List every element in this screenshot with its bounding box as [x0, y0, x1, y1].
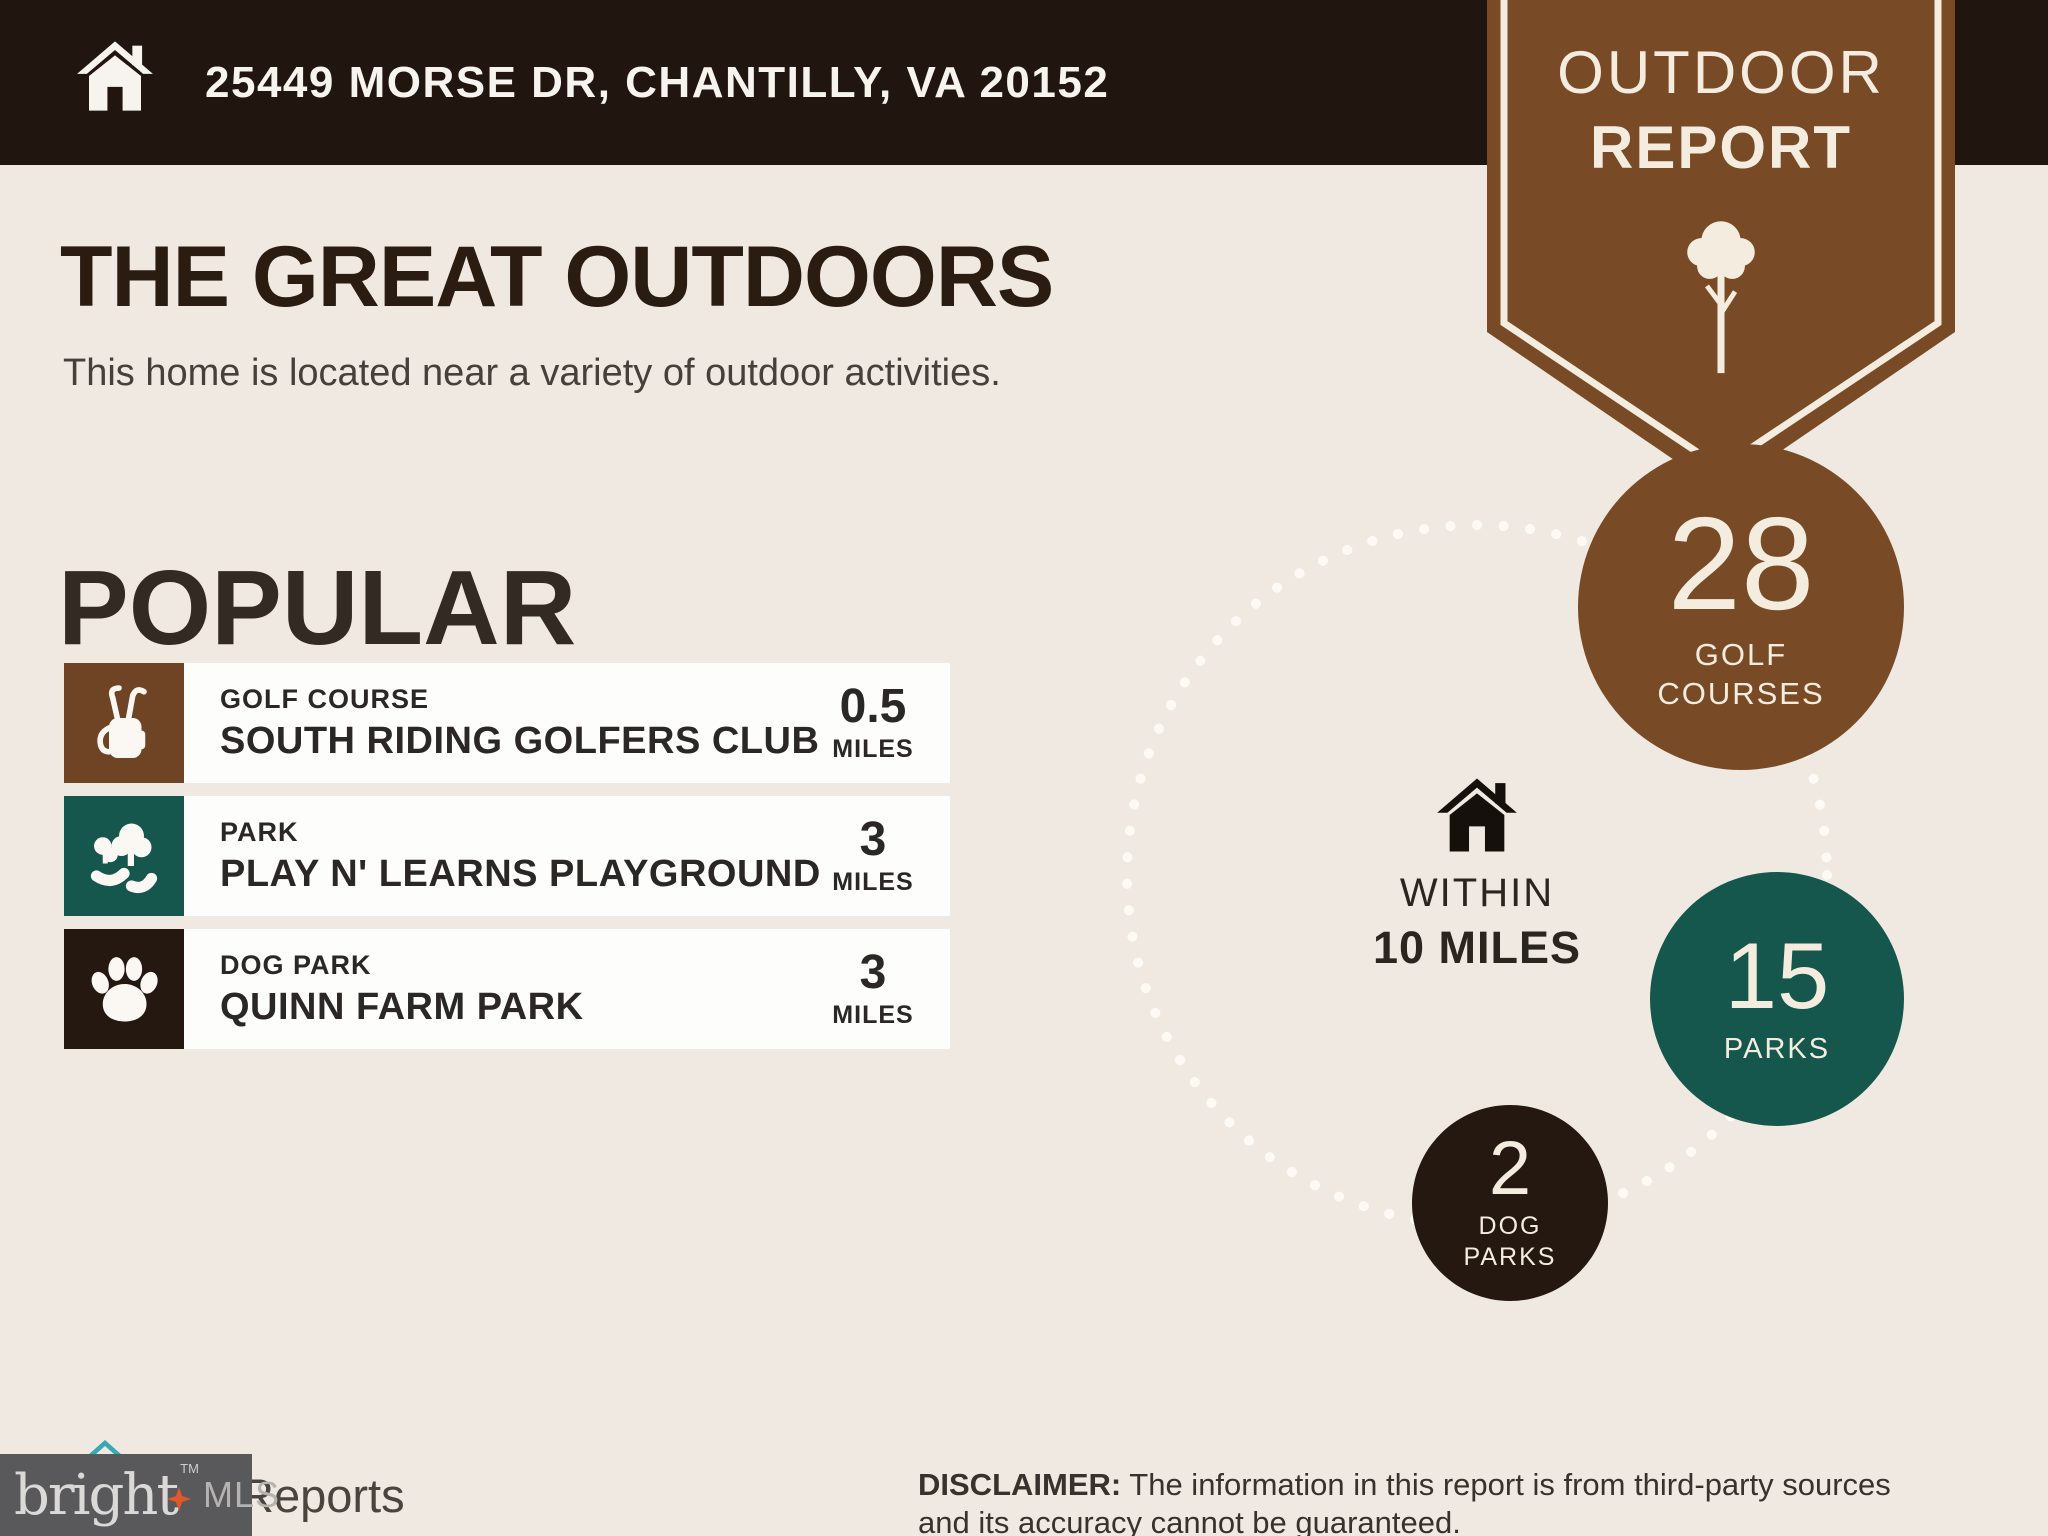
- golf-bag-icon: [97, 685, 147, 758]
- partial-reports-logo-text: Reports: [240, 1469, 405, 1522]
- park-icon-tile: [64, 796, 184, 916]
- home-icon: [77, 41, 153, 111]
- distance-value: 3: [859, 945, 887, 999]
- distance-value: 0.5: [839, 679, 907, 733]
- radius-dotted-ring: [1122, 520, 1832, 1230]
- tree-icon: [1687, 221, 1755, 374]
- bright-mls-logo: bright TM: [14, 1461, 199, 1528]
- item-distance: 3 MILES: [818, 796, 928, 916]
- item-name: PLAY N' LEARNS PLAYGROUND: [220, 852, 821, 895]
- outdoor-report-badge: OUTDOOR REPORT: [1487, 0, 1955, 492]
- page-subtitle: This home is located near a variety of o…: [63, 352, 1001, 394]
- item-text: PARK PLAY N' LEARNS PLAYGROUND: [220, 796, 821, 916]
- park-trees-icon: [90, 823, 158, 894]
- dog-park-icon-tile: [64, 929, 184, 1049]
- partial-logo-roof-icon: [88, 1440, 122, 1455]
- within-radius-label: WITHIN 10 MILES: [1327, 778, 1627, 974]
- page-title: THE GREAT OUTDOORS: [60, 229, 1054, 325]
- stat-value: 28: [1667, 489, 1815, 637]
- trademark-symbol: TM: [180, 1460, 199, 1476]
- popular-list: GOLF COURSE SOUTH RIDING GOLFERS CLUB 0.…: [64, 663, 950, 1062]
- item-category: GOLF COURSE: [220, 683, 430, 714]
- stat-value: 15: [1724, 923, 1830, 1029]
- brand-text: bright: [14, 1462, 179, 1528]
- list-item-golf-course: GOLF COURSE SOUTH RIDING GOLFERS CLUB 0.…: [64, 663, 950, 783]
- dog-parks-stat-circle: 2 DOG PARKS: [1412, 1105, 1608, 1301]
- mls-text: MLS: [202, 1474, 280, 1515]
- stat-value: 2: [1488, 1125, 1532, 1211]
- item-name: QUINN FARM PARK: [220, 985, 584, 1028]
- popular-heading: POPULAR: [58, 549, 577, 667]
- list-item-dog-park: DOG PARK QUINN FARM PARK 3 MILES: [64, 929, 950, 1049]
- distance-unit: MILES: [832, 734, 914, 763]
- home-icon: [1437, 778, 1517, 852]
- within-text: WITHIN: [1399, 871, 1555, 915]
- sparkle-star-icon: [166, 1486, 191, 1511]
- disclaimer-label: DISCLAIMER:: [918, 1467, 1122, 1502]
- disclaimer: DISCLAIMER: The information in this repo…: [918, 1466, 1928, 1536]
- parks-stat-circle: 15 PARKS: [1650, 872, 1904, 1126]
- distance-value: 3: [859, 812, 887, 866]
- badge-title: OUTDOOR REPORT: [1487, 38, 1955, 182]
- item-distance: 3 MILES: [818, 929, 928, 1049]
- disclaimer-text: The information in this report is from t…: [918, 1467, 1891, 1536]
- within-miles: 10 MILES: [1372, 922, 1582, 973]
- bright-mls-watermark: bright TM MLS: [0, 1454, 279, 1536]
- item-category: PARK: [220, 816, 299, 847]
- property-address: 25449 MORSE DR, CHANTILLY, VA 20152: [205, 57, 1110, 107]
- badge-line1: OUTDOOR: [1557, 39, 1885, 106]
- golf-courses-stat-circle: 28 GOLF COURSES: [1578, 444, 1904, 770]
- item-distance: 0.5 MILES: [818, 663, 928, 783]
- item-text: GOLF COURSE SOUTH RIDING GOLFERS CLUB: [220, 663, 819, 783]
- stat-label: GOLF COURSES: [1657, 636, 1825, 711]
- distance-unit: MILES: [832, 867, 914, 896]
- stat-label: DOG PARKS: [1463, 1211, 1557, 1272]
- paw-icon: [91, 957, 158, 1022]
- item-category: DOG PARK: [220, 949, 372, 980]
- item-name: SOUTH RIDING GOLFERS CLUB: [220, 719, 820, 762]
- golf-icon-tile: [64, 663, 184, 783]
- item-text: DOG PARK QUINN FARM PARK: [220, 929, 584, 1049]
- badge-line2: REPORT: [1589, 114, 1853, 181]
- distance-unit: MILES: [832, 1000, 914, 1029]
- stat-label: PARKS: [1723, 1032, 1831, 1065]
- list-item-park: PARK PLAY N' LEARNS PLAYGROUND 3 MILES: [64, 796, 950, 916]
